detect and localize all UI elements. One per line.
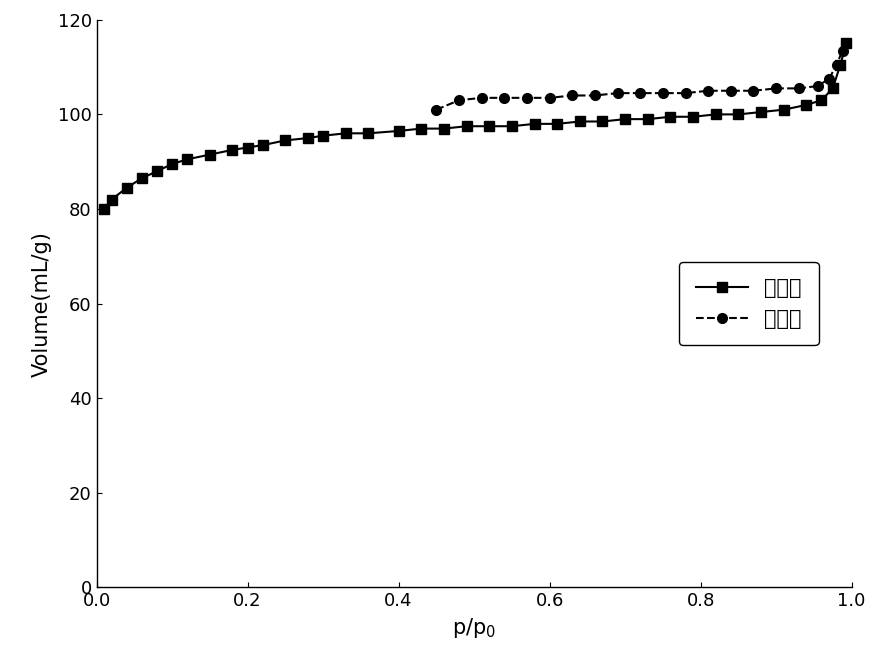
吸附线: [642, 115, 652, 123]
吸附线: [242, 144, 253, 152]
脱附线: [657, 89, 667, 97]
吸附线: [460, 122, 471, 130]
吸附线: [826, 84, 837, 92]
吸附线: [340, 129, 351, 137]
吸附线: [303, 134, 313, 142]
吸附线: [227, 146, 238, 154]
Legend: 吸附线, 脱附线: 吸附线, 脱附线: [678, 262, 817, 345]
X-axis label: p/p$_0$: p/p$_0$: [452, 616, 496, 640]
吸附线: [816, 96, 826, 104]
吸附线: [167, 160, 177, 168]
脱附线: [770, 84, 781, 92]
吸附线: [121, 183, 132, 191]
脱附线: [544, 94, 554, 102]
脱附线: [840, 40, 851, 48]
脱附线: [431, 106, 441, 114]
吸附线: [596, 117, 607, 125]
吸附线: [182, 155, 192, 163]
脱附线: [521, 94, 531, 102]
吸附线: [438, 125, 449, 133]
吸附线: [257, 141, 267, 149]
脱附线: [724, 86, 735, 94]
Line: 吸附线: 吸附线: [99, 38, 851, 214]
吸附线: [619, 115, 630, 123]
脱附线: [476, 94, 487, 102]
吸附线: [529, 120, 539, 128]
Y-axis label: Volume(mL/g): Volume(mL/g): [32, 230, 52, 377]
脱附线: [589, 92, 600, 100]
吸附线: [99, 205, 110, 213]
吸附线: [709, 110, 720, 118]
Line: 脱附线: 脱附线: [431, 38, 851, 115]
吸附线: [317, 132, 328, 140]
吸附线: [363, 129, 374, 137]
脱附线: [453, 96, 464, 104]
吸附线: [506, 122, 517, 130]
吸附线: [204, 150, 215, 158]
吸附线: [840, 40, 851, 48]
吸附线: [280, 137, 290, 145]
吸附线: [393, 127, 403, 135]
吸附线: [416, 125, 426, 133]
脱附线: [498, 94, 509, 102]
吸附线: [665, 113, 675, 121]
脱附线: [837, 47, 847, 55]
脱附线: [680, 89, 690, 97]
吸附线: [732, 110, 743, 118]
吸附线: [137, 174, 147, 182]
脱附线: [611, 89, 622, 97]
吸附线: [152, 167, 162, 175]
吸附线: [574, 117, 584, 125]
脱附线: [747, 86, 758, 94]
吸附线: [552, 120, 562, 128]
脱附线: [811, 82, 822, 90]
脱附线: [823, 75, 833, 83]
脱附线: [702, 86, 713, 94]
脱附线: [793, 84, 803, 92]
吸附线: [687, 113, 697, 121]
吸附线: [834, 61, 845, 69]
脱附线: [567, 92, 577, 100]
吸附线: [778, 106, 788, 114]
脱附线: [831, 61, 841, 69]
吸附线: [800, 101, 810, 109]
吸附线: [483, 122, 494, 130]
吸附线: [755, 108, 766, 116]
脱附线: [634, 89, 645, 97]
吸附线: [106, 195, 117, 203]
